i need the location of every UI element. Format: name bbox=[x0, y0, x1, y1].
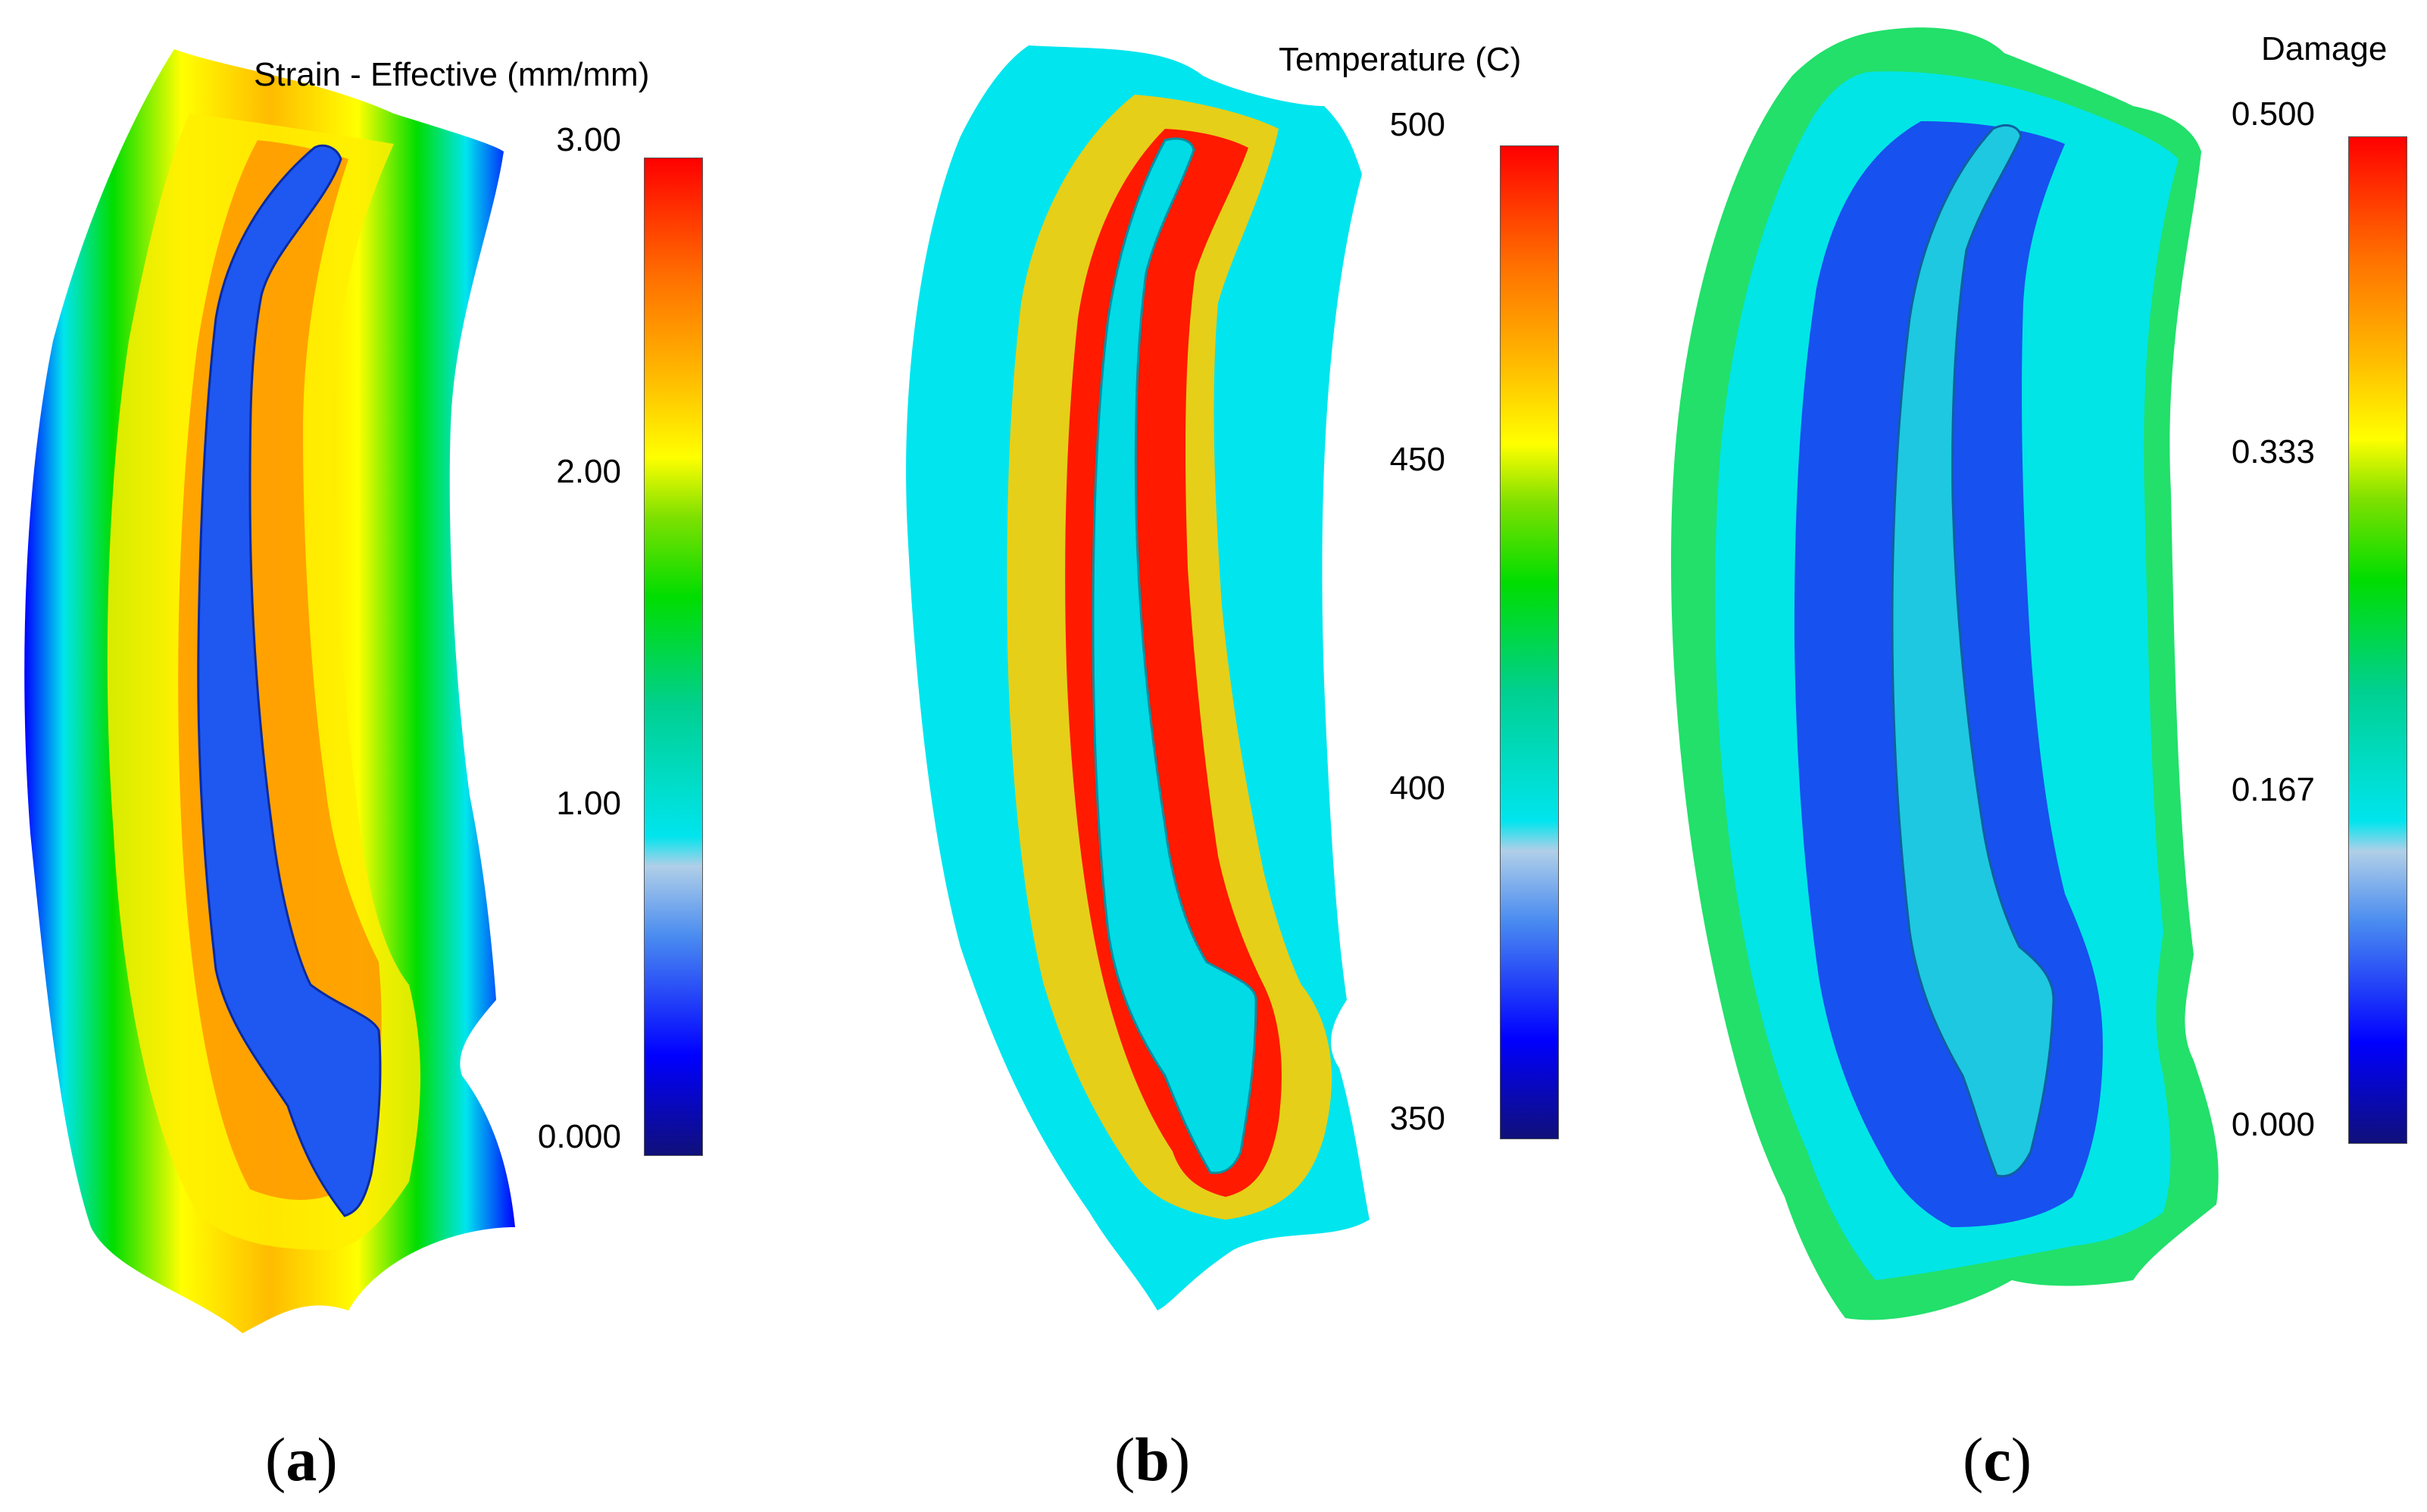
legend-colorbar bbox=[644, 158, 703, 1156]
panel-label: (a) bbox=[265, 1425, 338, 1494]
legend-tick: 400 bbox=[1389, 770, 1445, 807]
legend-tick: 0.000 bbox=[537, 1118, 621, 1155]
temperature-contour-plot bbox=[906, 45, 1370, 1311]
legend-title: Damage bbox=[2261, 30, 2388, 67]
legend-tick: 450 bbox=[1389, 441, 1445, 478]
panel-label: (c) bbox=[1963, 1425, 2032, 1494]
legend-tick: 500 bbox=[1389, 106, 1445, 143]
strain-contour-plot bbox=[24, 49, 515, 1333]
legend-tick: 3.00 bbox=[556, 121, 621, 158]
legend-tick: 1.00 bbox=[556, 785, 621, 822]
legend-tick: 0.167 bbox=[2231, 771, 2315, 808]
legend-tick: 2.00 bbox=[556, 453, 621, 490]
legend-tick: 0.500 bbox=[2231, 95, 2315, 133]
damage-contour-plot bbox=[1671, 27, 2219, 1320]
panel-c: Damage 0.500 0.333 0.167 0.000 (c) bbox=[1618, 0, 2427, 1512]
damage-slot bbox=[1891, 124, 2055, 1178]
legend-tick: 0.000 bbox=[2231, 1106, 2315, 1143]
legend-colorbar bbox=[1500, 145, 1559, 1139]
panel-a: Strain - Effective (mm/mm) 3.00 2.00 1.0… bbox=[0, 0, 809, 1512]
temperature-slot bbox=[1092, 137, 1257, 1174]
strain-slot bbox=[197, 144, 382, 1217]
panel-label: (b) bbox=[1114, 1425, 1191, 1494]
legend-colorbar bbox=[2348, 136, 2407, 1144]
legend-title: Strain - Effective (mm/mm) bbox=[254, 56, 650, 93]
legend-tick: 350 bbox=[1389, 1100, 1445, 1137]
legend-tick: 0.333 bbox=[2231, 433, 2315, 470]
panel-b: Temperature (C) 500 450 400 350 (b) bbox=[809, 0, 1618, 1512]
legend-title: Temperature (C) bbox=[1279, 41, 1522, 78]
